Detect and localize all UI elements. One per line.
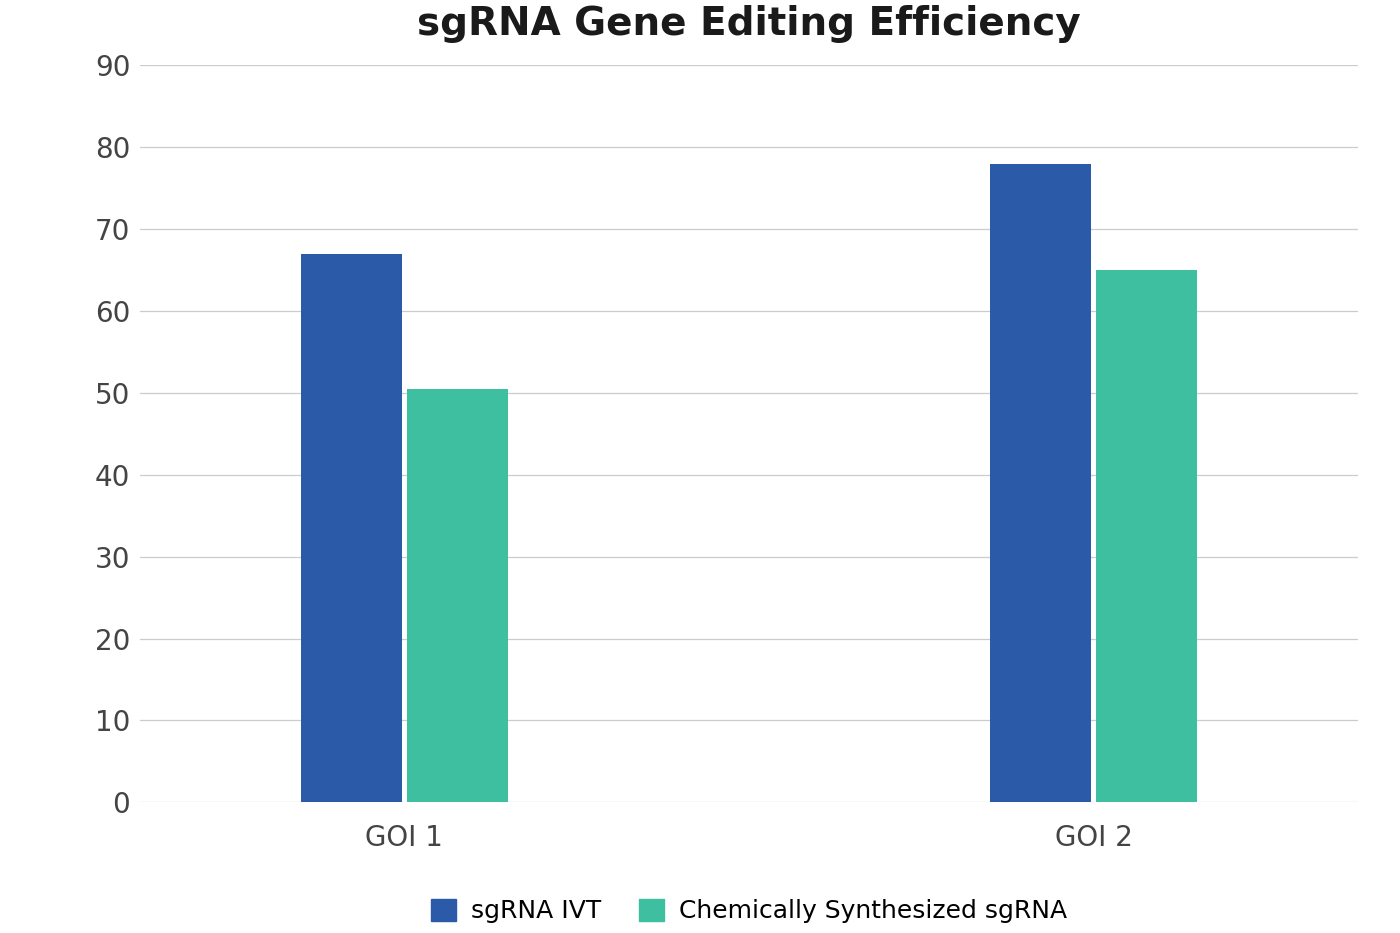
Title: sgRNA Gene Editing Efficiency: sgRNA Gene Editing Efficiency <box>417 5 1081 43</box>
Bar <box>990 163 1092 802</box>
Bar <box>301 254 402 802</box>
Bar <box>1096 270 1197 802</box>
Legend: sgRNA IVT, Chemically Synthesized sgRNA: sgRNA IVT, Chemically Synthesized sgRNA <box>421 888 1077 933</box>
Bar <box>406 389 508 802</box>
